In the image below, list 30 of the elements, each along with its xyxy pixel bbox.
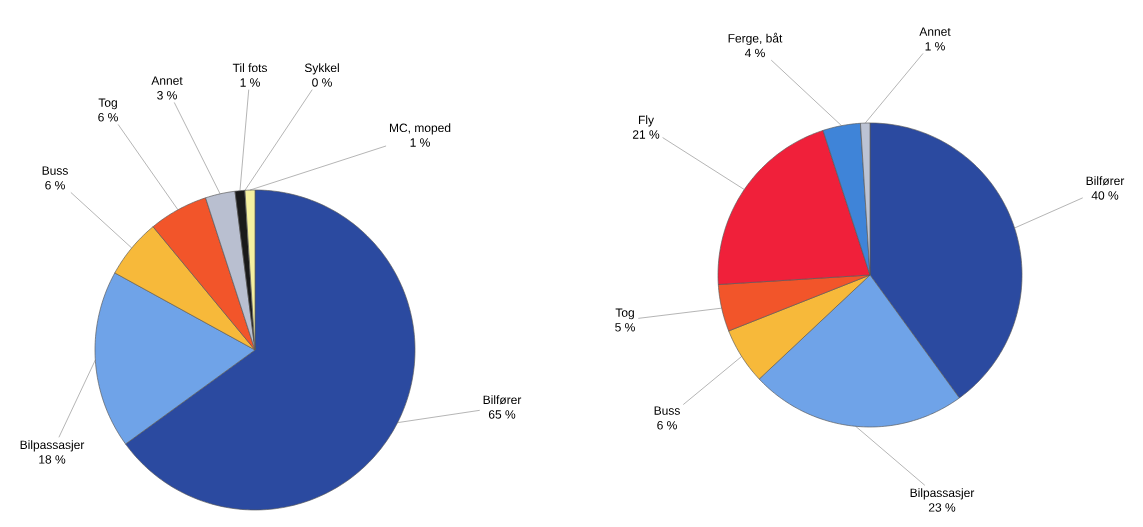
data-label: 40 %	[1091, 191, 1119, 200]
data-label: 5 %	[615, 323, 635, 332]
data-label: 6 %	[45, 181, 65, 190]
slice-label: Til fots	[232, 63, 268, 73]
slice-label: Buss	[654, 406, 680, 415]
data-label: 1 %	[240, 78, 260, 87]
slice-label: MC, moped	[389, 123, 451, 135]
data-label: 3 %	[157, 91, 177, 100]
slice-label: Annet	[919, 27, 951, 36]
slice-label: Ferge, båt	[728, 32, 783, 45]
slice-label: Bilfører	[483, 395, 522, 405]
slice-label: Bilfører	[1086, 176, 1125, 186]
data-label: 1 %	[410, 138, 430, 147]
slice-label: Fly	[638, 115, 654, 127]
data-label: 23 %	[928, 503, 956, 512]
slice-label: Bilpassasjer	[20, 440, 85, 452]
category-label: Sykkel	[304, 63, 339, 75]
slice-label: Tog	[98, 98, 117, 110]
data-label: 65 %	[488, 410, 516, 419]
slice-label: Bilpassasjer	[910, 488, 975, 500]
text: 0 %	[312, 78, 332, 87]
data-label: 4 %	[744, 48, 765, 58]
slice-label: Annet	[151, 76, 183, 85]
data-label: 18 %	[39, 455, 66, 464]
data-label: 21 %	[632, 130, 660, 139]
slice-label: Tog	[615, 308, 634, 320]
data-label: 1 %	[925, 42, 945, 51]
slice-label: Buss	[42, 166, 68, 175]
data-label: 6 %	[98, 113, 118, 122]
data-label: 6 %	[657, 421, 677, 430]
